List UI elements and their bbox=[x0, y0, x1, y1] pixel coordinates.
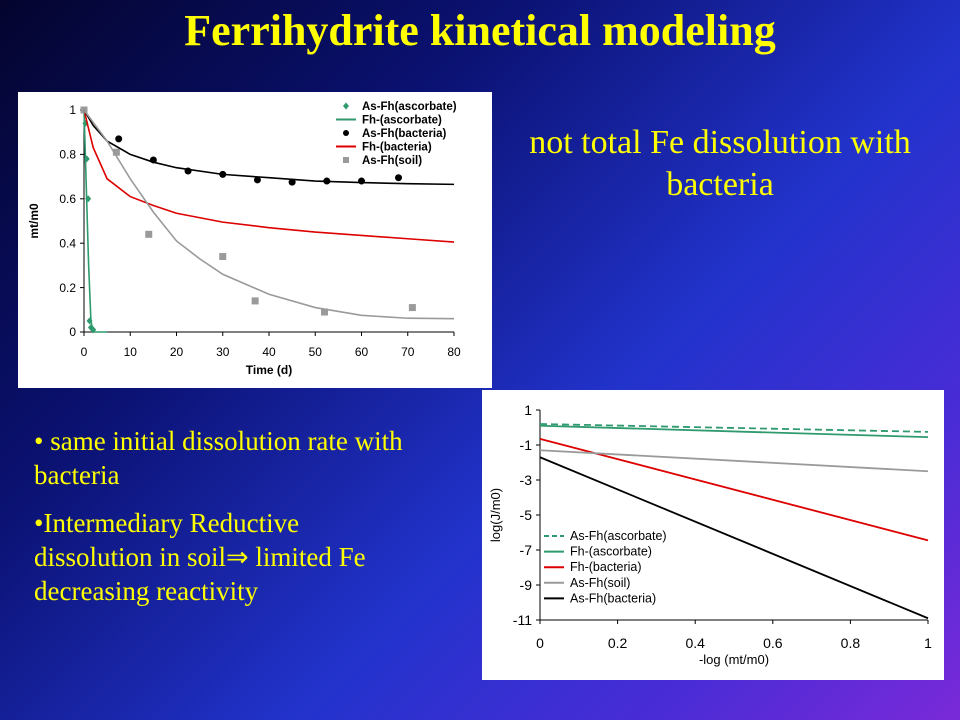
series-line-fh-bacteria bbox=[539, 438, 929, 542]
legend-label: Fh-(bacteria) bbox=[570, 560, 642, 574]
x-tick-label: 0.2 bbox=[608, 635, 628, 651]
y-tick-label: 0 bbox=[69, 325, 76, 339]
data-point-as-fh-soil bbox=[145, 230, 153, 238]
series-line-as-fh-bacteria bbox=[539, 456, 929, 620]
y-tick-label: -1 bbox=[520, 437, 533, 453]
legend-marker bbox=[343, 102, 349, 110]
legend-label: As-Fh(ascorbate) bbox=[362, 101, 457, 113]
y-axis-label: log(J/m0) bbox=[488, 488, 503, 542]
x-tick-label: 1 bbox=[924, 635, 932, 651]
x-tick-label: 0.6 bbox=[763, 635, 783, 651]
data-point-as-fh-soil bbox=[112, 148, 120, 156]
data-point-as-fh-bacteria bbox=[288, 178, 296, 186]
legend-label: As-Fh(bacteria) bbox=[362, 128, 447, 140]
series-line-as-fh-soil-fit bbox=[83, 109, 455, 320]
series-line-as-fh-ascorbate bbox=[539, 423, 929, 433]
bullet-symbol: • bbox=[34, 426, 44, 456]
reactivity-svg: 0 0.2 0.4 0.6 0.8 1 1 -1 -3 -5 -7 -9 -11 -log (mt/m0)… bbox=[488, 402, 932, 667]
x-axis-label: -log (mt/m0) bbox=[699, 652, 769, 667]
y-tick-label: 0.4 bbox=[59, 236, 76, 250]
legend-label: As-Fh(bacteria) bbox=[570, 591, 656, 605]
series-line-as-fh-soil bbox=[539, 449, 929, 473]
reactivity-chart: 0 0.2 0.4 0.6 0.8 1 1 -1 -3 -5 -7 -9 -11 -log (mt/m0)… bbox=[482, 390, 944, 680]
x-tick-label: 70 bbox=[401, 345, 415, 359]
series-line-fh-bacteria bbox=[83, 109, 455, 243]
data-point-as-fh-soil bbox=[408, 304, 416, 312]
x-tick-label: 10 bbox=[124, 345, 138, 359]
y-axis-label: mt/m0 bbox=[27, 203, 41, 239]
y-tick-label: 0.6 bbox=[59, 192, 76, 206]
bullet-item: •Intermediary Reductive dissolution in s… bbox=[34, 506, 414, 608]
bullet-symbol: • bbox=[34, 508, 44, 538]
x-tick-label: 80 bbox=[447, 345, 461, 359]
legend-label: As-Fh(ascorbate) bbox=[570, 529, 667, 543]
bullet-list: • same initial dissolution rate with bac… bbox=[34, 424, 414, 622]
y-tick-label: 1 bbox=[69, 103, 76, 117]
slide-title: Ferrihydrite kinetical modeling bbox=[184, 6, 776, 55]
legend-label: As-Fh(soil) bbox=[362, 155, 422, 167]
note-text: not total Fe dissolution with bacteria bbox=[529, 124, 911, 203]
y-tick-label: -11 bbox=[513, 612, 532, 628]
x-tick-label: 0 bbox=[81, 345, 88, 359]
data-point-as-fh-bacteria bbox=[358, 177, 365, 185]
bullet-text: Intermediary Reductive dissolution in so… bbox=[34, 508, 366, 606]
y-tick-label: 1 bbox=[524, 402, 532, 418]
bullet-item: • same initial dissolution rate with bac… bbox=[34, 424, 414, 492]
y-tick-label: 0.8 bbox=[59, 148, 76, 162]
x-tick-label: 50 bbox=[309, 345, 323, 359]
legend-label: As-Fh(soil) bbox=[570, 576, 630, 590]
x-tick-label: 40 bbox=[262, 345, 276, 359]
dissolution-kinetics-svg: 0 10 20 30 40 50 60 70 80 0 0.2 0.4 0.6 0.8 1 Time (d) m… bbox=[27, 101, 461, 377]
series-line-fh-ascorbate bbox=[539, 424, 929, 439]
y-tick-label: 0.2 bbox=[59, 281, 76, 295]
data-point-as-fh-soil bbox=[219, 253, 227, 261]
y-tick-label: -5 bbox=[520, 507, 533, 523]
data-point-as-fh-bacteria bbox=[115, 135, 123, 143]
y-tick-label: -9 bbox=[520, 577, 533, 593]
x-tick-label: 0.4 bbox=[685, 635, 705, 651]
y-tick-label: -3 bbox=[520, 472, 533, 488]
x-tick-label: 0 bbox=[536, 635, 544, 651]
x-tick-label: 60 bbox=[355, 345, 369, 359]
dissolution-kinetics-chart: 0 10 20 30 40 50 60 70 80 0 0.2 0.4 0.6 0.8 1 Time (d) m… bbox=[18, 92, 492, 388]
x-axis-label: Time (d) bbox=[246, 363, 292, 377]
legend-label: Fh-(ascorbate) bbox=[362, 115, 442, 127]
legend-label: Fh-(ascorbate) bbox=[570, 545, 652, 559]
y-tick-label: -7 bbox=[520, 542, 533, 558]
legend-label: Fh-(bacteria) bbox=[362, 142, 432, 154]
data-point-as-fh-soil bbox=[251, 297, 259, 305]
bullet-text: same initial dissolution rate with bacte… bbox=[34, 426, 403, 490]
legend-marker bbox=[343, 157, 349, 163]
data-point-as-fh-bacteria bbox=[253, 176, 261, 184]
data-point-as-fh-bacteria bbox=[395, 174, 402, 182]
data-point-as-fh-soil bbox=[321, 308, 328, 316]
series-line-fh-ascorbate bbox=[83, 109, 108, 333]
legend-marker bbox=[343, 130, 349, 136]
x-tick-label: 0.8 bbox=[841, 635, 861, 651]
x-tick-label: 20 bbox=[170, 345, 184, 359]
x-tick-label: 30 bbox=[216, 345, 230, 359]
